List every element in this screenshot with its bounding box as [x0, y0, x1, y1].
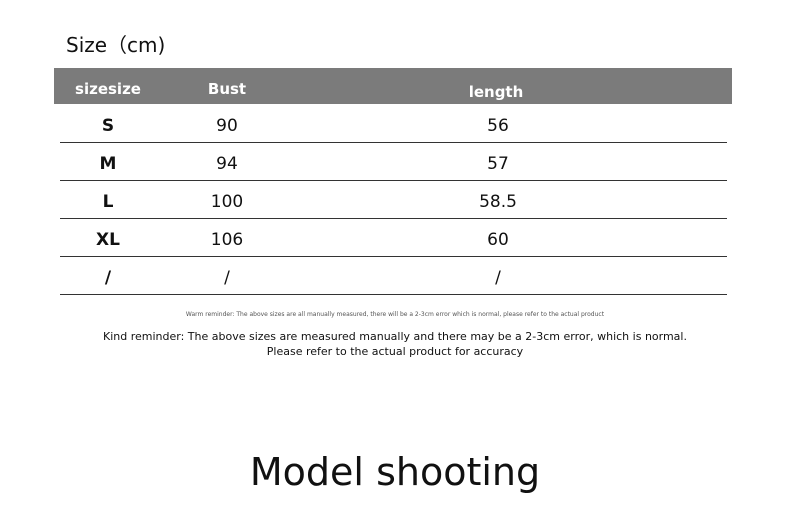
length-cell: 56 [487, 116, 509, 136]
table-row: M 94 57 [60, 143, 727, 181]
length-cell: 60 [487, 230, 509, 250]
header-size: sizesize [75, 80, 141, 98]
size-cell: / [104, 268, 112, 288]
bust-cell: 94 [216, 154, 238, 174]
kind-reminder: Kind reminder: The above sizes are measu… [0, 329, 790, 359]
size-cell: S [101, 116, 115, 136]
warm-reminder: Warm reminder: The above sizes are all m… [185, 311, 605, 318]
bust-cell: 100 [210, 192, 244, 212]
table-row: XL 106 60 [60, 219, 727, 257]
size-title: Size（cm) [66, 33, 166, 57]
size-cell: M [99, 154, 117, 174]
table-row: / / / [60, 257, 727, 295]
bust-cell: 90 [216, 116, 238, 136]
bust-cell: 106 [210, 230, 244, 250]
bust-cell: / [224, 268, 230, 288]
table-row: S 90 56 [60, 105, 727, 143]
length-cell: 58.5 [479, 192, 517, 212]
table-header: sizesize Bust length [54, 68, 732, 104]
header-length: length [468, 83, 524, 101]
size-cell: L [102, 192, 114, 212]
kind-reminder-line-1: Kind reminder: The above sizes are measu… [103, 330, 687, 343]
length-cell: / [495, 268, 501, 288]
kind-reminder-line-2: Please refer to the actual product for a… [266, 345, 524, 358]
table-row: L 100 58.5 [60, 181, 727, 219]
size-cell: XL [96, 230, 120, 250]
header-bust: Bust [207, 80, 247, 98]
model-shooting-heading: Model shooting [249, 450, 541, 494]
length-cell: 57 [487, 154, 509, 174]
